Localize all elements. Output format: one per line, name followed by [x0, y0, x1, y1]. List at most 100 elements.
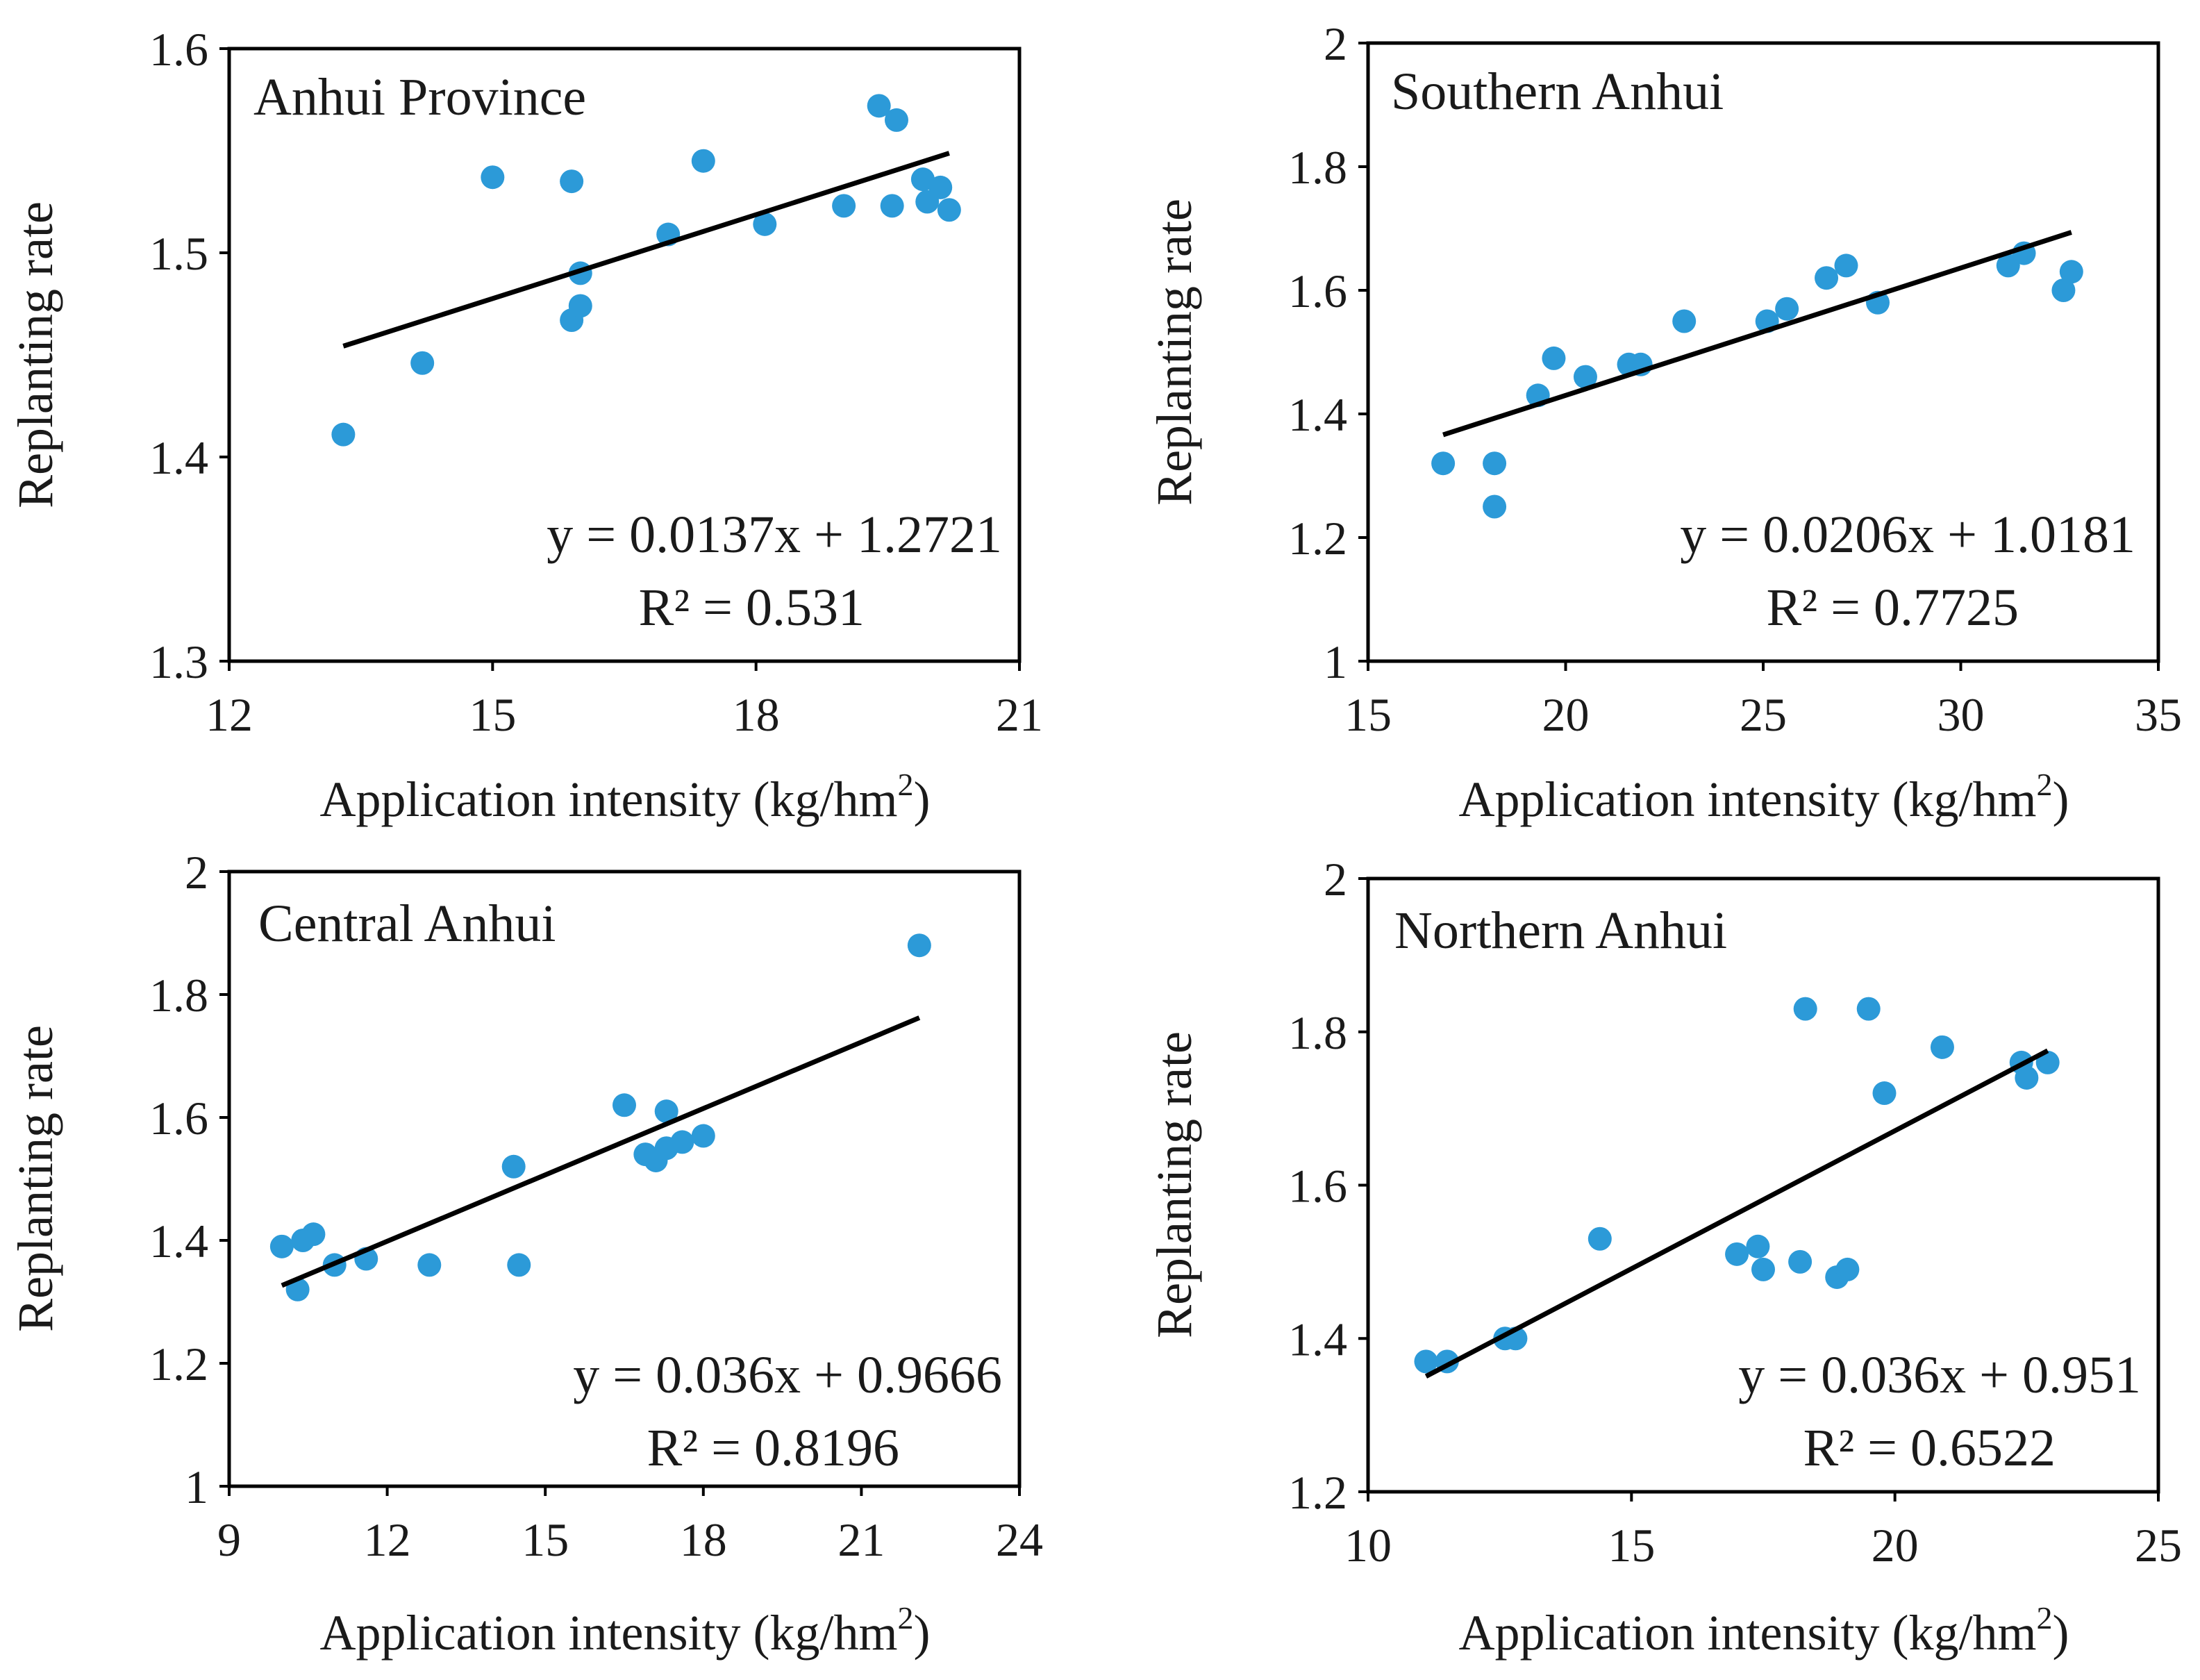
y-tick-label: 1.4	[1288, 1313, 1347, 1365]
data-point	[2051, 278, 2076, 302]
y-tick-label: 1.4	[1288, 388, 1347, 441]
x-tick-label: 25	[2135, 1519, 2182, 1572]
data-point	[1872, 1081, 1897, 1106]
data-point	[867, 94, 891, 118]
x-tick-label: 18	[733, 688, 780, 741]
y-tick-label: 1	[1324, 635, 1347, 688]
region-title: Southern Anhui	[1391, 63, 1724, 121]
y-tick-label: 1.8	[1288, 1006, 1347, 1059]
data-point	[1996, 253, 2020, 278]
x-tick-label: 20	[1872, 1519, 1919, 1572]
data-point	[1856, 997, 1881, 1021]
y-tick-label: 1	[185, 1461, 208, 1513]
data-point	[691, 149, 715, 173]
data-point	[832, 194, 856, 218]
plot-frame	[227, 47, 1022, 663]
data-point	[654, 1099, 678, 1124]
x-axis-title: Application intensity (kg/hm2)	[1459, 767, 2069, 827]
regression-equation: y = 0.0137x + 1.2721	[547, 506, 1002, 564]
y-tick-label: 1.4	[149, 431, 208, 484]
x-tick-label: 25	[1740, 688, 1787, 741]
data-point	[2035, 1050, 2060, 1074]
data-point	[1815, 266, 1839, 290]
y-tick-label: 1.2	[1288, 1466, 1347, 1519]
data-point	[1483, 494, 1507, 519]
y-tick-label: 2	[1324, 853, 1347, 906]
region-title: Central Anhui	[258, 895, 556, 953]
x-tick-label: 12	[364, 1513, 411, 1566]
data-point	[1751, 1257, 1775, 1281]
region-title: Anhui Province	[253, 68, 586, 126]
y-axis-title: Replanting rate	[1147, 1031, 1202, 1338]
data-point	[1930, 1035, 1954, 1059]
data-point	[1573, 365, 1597, 389]
y-tick-label: 1.8	[1288, 141, 1347, 194]
data-point	[937, 198, 961, 222]
data-point	[560, 169, 584, 194]
data-point	[1725, 1242, 1749, 1266]
x-axis-title: Application intensity (kg/hm2)	[1459, 1600, 2069, 1661]
data-point	[417, 1253, 442, 1277]
data-point	[568, 294, 592, 318]
plot-frame	[227, 870, 1022, 1488]
data-point	[907, 933, 931, 958]
y-axis-title: Replanting rate	[8, 201, 63, 508]
x-axis-title: Application intensity (kg/hm2)	[320, 1600, 931, 1661]
x-tick-label: 9	[217, 1513, 241, 1566]
x-axis-title: Application intensity (kg/hm2)	[320, 767, 931, 827]
y-tick-label: 2	[185, 846, 208, 899]
data-point	[670, 1130, 694, 1154]
y-tick-label: 1.5	[149, 227, 208, 280]
x-tick-label: 15	[522, 1513, 569, 1566]
x-tick-label: 18	[680, 1513, 727, 1566]
data-point	[1588, 1226, 1612, 1251]
trendline	[342, 151, 950, 349]
regression-equation: y = 0.0206x + 1.0181	[1680, 506, 2135, 564]
regression-equation: y = 0.036x + 0.9666	[573, 1346, 1002, 1404]
y-tick-label: 1.6	[149, 23, 208, 76]
x-tick-label: 20	[1542, 688, 1590, 741]
r-squared: R² = 0.8196	[647, 1419, 899, 1477]
region-title: Northern Anhui	[1394, 901, 1727, 960]
data-point	[880, 194, 904, 218]
data-point	[1414, 1349, 1438, 1374]
y-tick-label: 1.6	[1288, 1160, 1347, 1213]
regression-equation: y = 0.036x + 0.951	[1738, 1346, 2141, 1404]
trendline	[281, 1015, 921, 1288]
x-tick-label: 24	[996, 1513, 1043, 1566]
data-point	[269, 1234, 294, 1258]
chart-panel-1: 1.3 1.4 1.5 1.6 12 15 18 21 Replanting rate Appli…	[8, 23, 1043, 827]
data-point	[2059, 260, 2083, 284]
data-point	[910, 167, 935, 192]
x-tick-label: 12	[206, 688, 253, 741]
chart-panel-2: 1 1.2 1.4 1.6 1.8 2 15 20 25 30 35 Replanting rate A…	[1147, 17, 2182, 827]
y-tick-label: 1.2	[149, 1338, 208, 1390]
r-squared: R² = 0.531	[639, 579, 865, 637]
r-squared: R² = 0.6522	[1803, 1419, 2056, 1477]
y-tick-label: 1.3	[149, 635, 208, 688]
data-point	[301, 1222, 326, 1247]
data-point	[1746, 1234, 1770, 1258]
chart-panel-4: 1.2 1.4 1.6 1.8 2 10 15 20 25 Replanting rate Appl…	[1147, 853, 2182, 1661]
chart-panel-3: 1 1.2 1.4 1.6 1.8 2 9 12 15 18 21 24 Replanting rate…	[8, 846, 1043, 1661]
data-point	[410, 351, 435, 375]
data-point	[884, 108, 908, 132]
x-tick-label: 15	[469, 688, 516, 741]
data-point	[928, 175, 953, 199]
y-axis-title: Replanting rate	[8, 1025, 63, 1332]
y-axis-title: Replanting rate	[1147, 199, 1202, 506]
data-point	[691, 1124, 715, 1148]
y-tick-label: 1.4	[149, 1215, 208, 1267]
data-point	[1542, 346, 1566, 370]
x-tick-label: 30	[1938, 688, 1985, 741]
x-tick-label: 15	[1608, 1519, 1655, 1572]
data-point	[1672, 309, 1697, 333]
data-point	[507, 1253, 531, 1277]
x-tick-label: 21	[838, 1513, 885, 1566]
x-tick-label: 35	[2135, 688, 2182, 741]
r-squared: R² = 0.7725	[1767, 579, 2019, 637]
x-tick-label: 10	[1344, 1519, 1392, 1572]
y-tick-label: 1.8	[149, 969, 208, 1022]
data-point	[501, 1154, 526, 1179]
